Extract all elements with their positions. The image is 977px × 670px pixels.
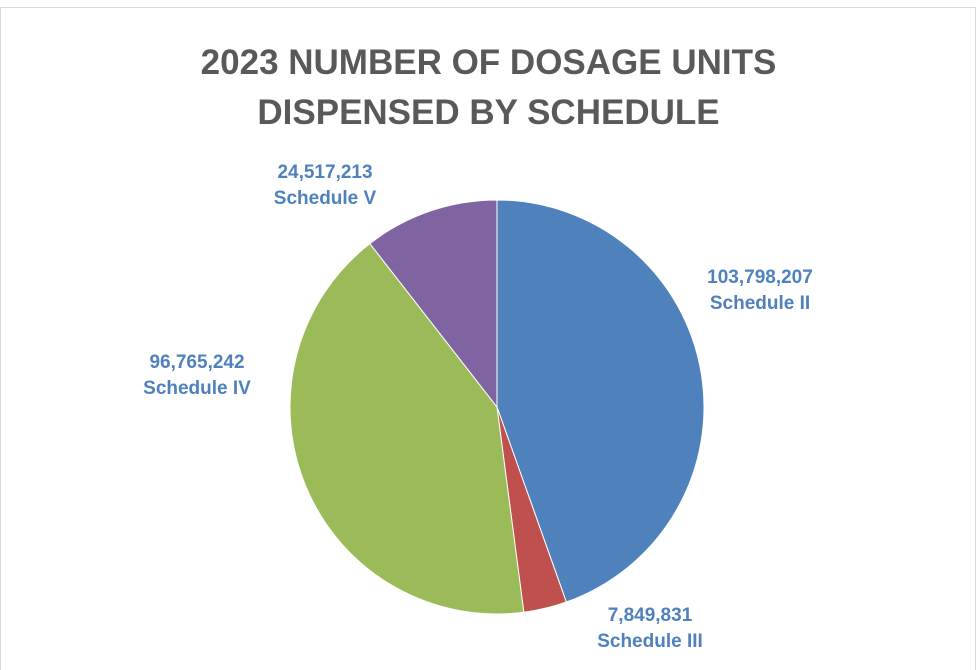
pie-slice [369, 199, 498, 409]
category-label: Schedule IV [143, 378, 251, 399]
pie-slice [289, 242, 525, 615]
data-label: 103,798,207 [707, 267, 813, 288]
data-label: 24,517,213 [277, 162, 372, 183]
data-label: 7,849,831 [608, 605, 693, 626]
category-label: Schedule V [274, 188, 377, 209]
category-label: Schedule III [597, 631, 703, 652]
chart-title: 2023 NUMBER OF DOSAGE UNITS DISPENSED BY… [200, 43, 777, 132]
data-label: 96,765,242 [149, 352, 244, 373]
title-box: 2023 NUMBER OF DOSAGE UNITS DISPENSED BY… [0, 38, 977, 138]
category-label: Schedule II [710, 293, 810, 314]
chart-border [0, 7, 976, 670]
pie-slice [496, 199, 705, 603]
